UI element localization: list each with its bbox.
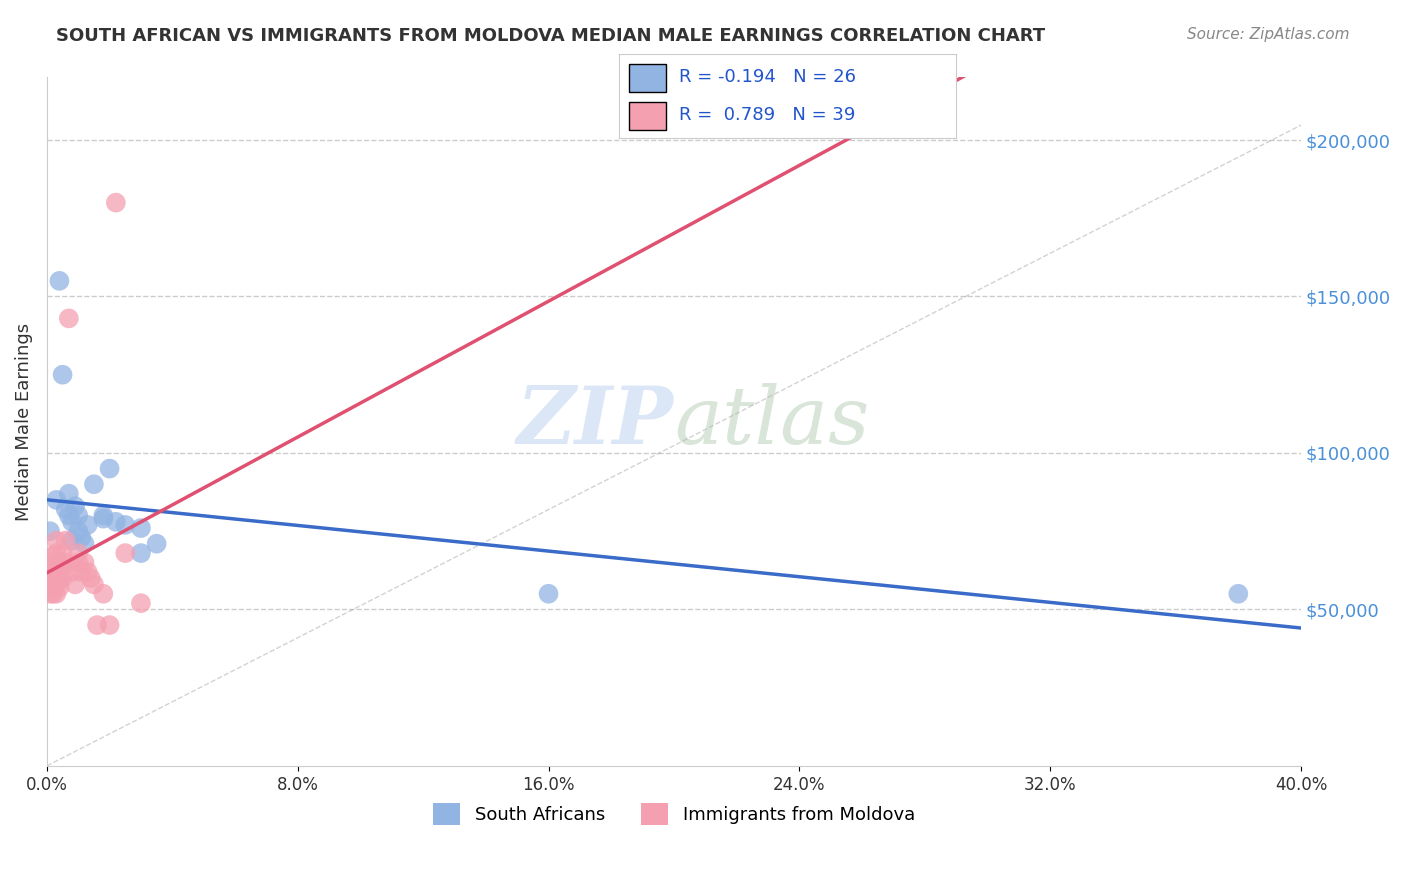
Point <box>48 565 70 579</box>
Point <box>98 461 121 475</box>
Point <box>39 571 62 585</box>
Point <box>91 508 114 523</box>
Point <box>83 477 105 491</box>
Point <box>42 562 65 576</box>
Point <box>70 531 93 545</box>
Point <box>42 549 65 564</box>
Point <box>45 492 67 507</box>
Point <box>129 521 152 535</box>
Point <box>145 537 167 551</box>
Point <box>45 565 67 579</box>
Point <box>45 533 67 548</box>
FancyBboxPatch shape <box>628 102 666 130</box>
Point <box>60 533 83 548</box>
Point <box>129 596 152 610</box>
Point <box>55 556 77 570</box>
Point <box>114 517 136 532</box>
Text: R = -0.194   N = 26: R = -0.194 N = 26 <box>679 69 856 87</box>
Point <box>45 546 67 560</box>
Point <box>104 195 127 210</box>
Point <box>67 556 90 570</box>
Legend: South Africans, Immigrants from Moldova: South Africans, Immigrants from Moldova <box>426 796 922 832</box>
Point <box>48 581 70 595</box>
Point <box>73 537 96 551</box>
Point <box>39 577 62 591</box>
Point <box>104 515 127 529</box>
Point <box>58 311 80 326</box>
Point <box>83 577 105 591</box>
Text: atlas: atlas <box>673 383 869 460</box>
Point <box>63 499 86 513</box>
Point <box>51 562 73 576</box>
Point <box>58 486 80 500</box>
Point <box>80 571 103 585</box>
Point <box>39 524 62 538</box>
Point <box>1227 587 1250 601</box>
Point <box>114 546 136 560</box>
Point <box>51 571 73 585</box>
Point <box>60 565 83 579</box>
Point <box>42 581 65 595</box>
Point <box>70 565 93 579</box>
Point <box>58 508 80 523</box>
Point <box>45 577 67 591</box>
Point <box>129 546 152 560</box>
Point <box>76 565 98 579</box>
Point <box>45 587 67 601</box>
Point <box>60 515 83 529</box>
Point <box>48 274 70 288</box>
Point <box>76 517 98 532</box>
Text: Source: ZipAtlas.com: Source: ZipAtlas.com <box>1187 27 1350 42</box>
Point <box>42 571 65 585</box>
Point <box>537 587 560 601</box>
Point <box>48 571 70 585</box>
Point <box>42 587 65 601</box>
Text: ZIP: ZIP <box>517 383 673 460</box>
Point <box>48 556 70 570</box>
Point <box>51 546 73 560</box>
Point <box>55 533 77 548</box>
FancyBboxPatch shape <box>628 63 666 92</box>
Point <box>55 502 77 516</box>
Point <box>73 556 96 570</box>
Text: SOUTH AFRICAN VS IMMIGRANTS FROM MOLDOVA MEDIAN MALE EARNINGS CORRELATION CHART: SOUTH AFRICAN VS IMMIGRANTS FROM MOLDOVA… <box>56 27 1046 45</box>
Point <box>67 546 90 560</box>
Point <box>51 368 73 382</box>
Point <box>86 618 108 632</box>
Point <box>63 577 86 591</box>
Point <box>67 524 90 538</box>
Text: R =  0.789   N = 39: R = 0.789 N = 39 <box>679 106 856 124</box>
Point <box>39 556 62 570</box>
Point <box>91 587 114 601</box>
Y-axis label: Median Male Earnings: Median Male Earnings <box>15 323 32 521</box>
Point <box>67 508 90 523</box>
Point <box>91 511 114 525</box>
Point <box>39 587 62 601</box>
Point <box>98 618 121 632</box>
